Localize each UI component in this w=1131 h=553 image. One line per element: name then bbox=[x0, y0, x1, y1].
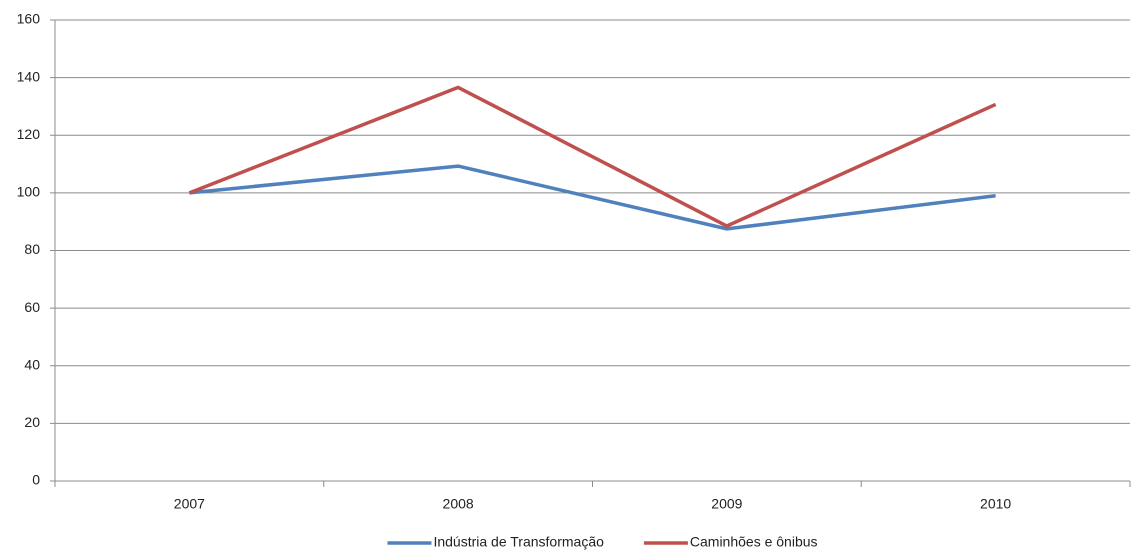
y-tick-label: 160 bbox=[17, 11, 41, 27]
x-tick-label: 2008 bbox=[443, 496, 474, 512]
x-tick-label: 2009 bbox=[711, 496, 742, 512]
y-tick-label: 0 bbox=[32, 472, 40, 488]
y-tick-label: 140 bbox=[17, 68, 41, 84]
y-tick-label: 80 bbox=[24, 241, 40, 257]
y-tick-label: 20 bbox=[24, 414, 40, 430]
x-tick-label: 2010 bbox=[980, 496, 1011, 512]
y-tick-label: 60 bbox=[24, 299, 40, 315]
y-tick-label: 120 bbox=[17, 126, 41, 142]
series-line bbox=[189, 164, 996, 231]
y-tick-label: 40 bbox=[24, 356, 40, 372]
legend-label: Caminhões e ônibus bbox=[690, 534, 818, 550]
x-tick-label: 2007 bbox=[174, 496, 205, 512]
series-line bbox=[188, 85, 997, 228]
y-tick-label: 100 bbox=[17, 184, 41, 200]
legend-label: Indústria de Transformação bbox=[433, 534, 604, 550]
